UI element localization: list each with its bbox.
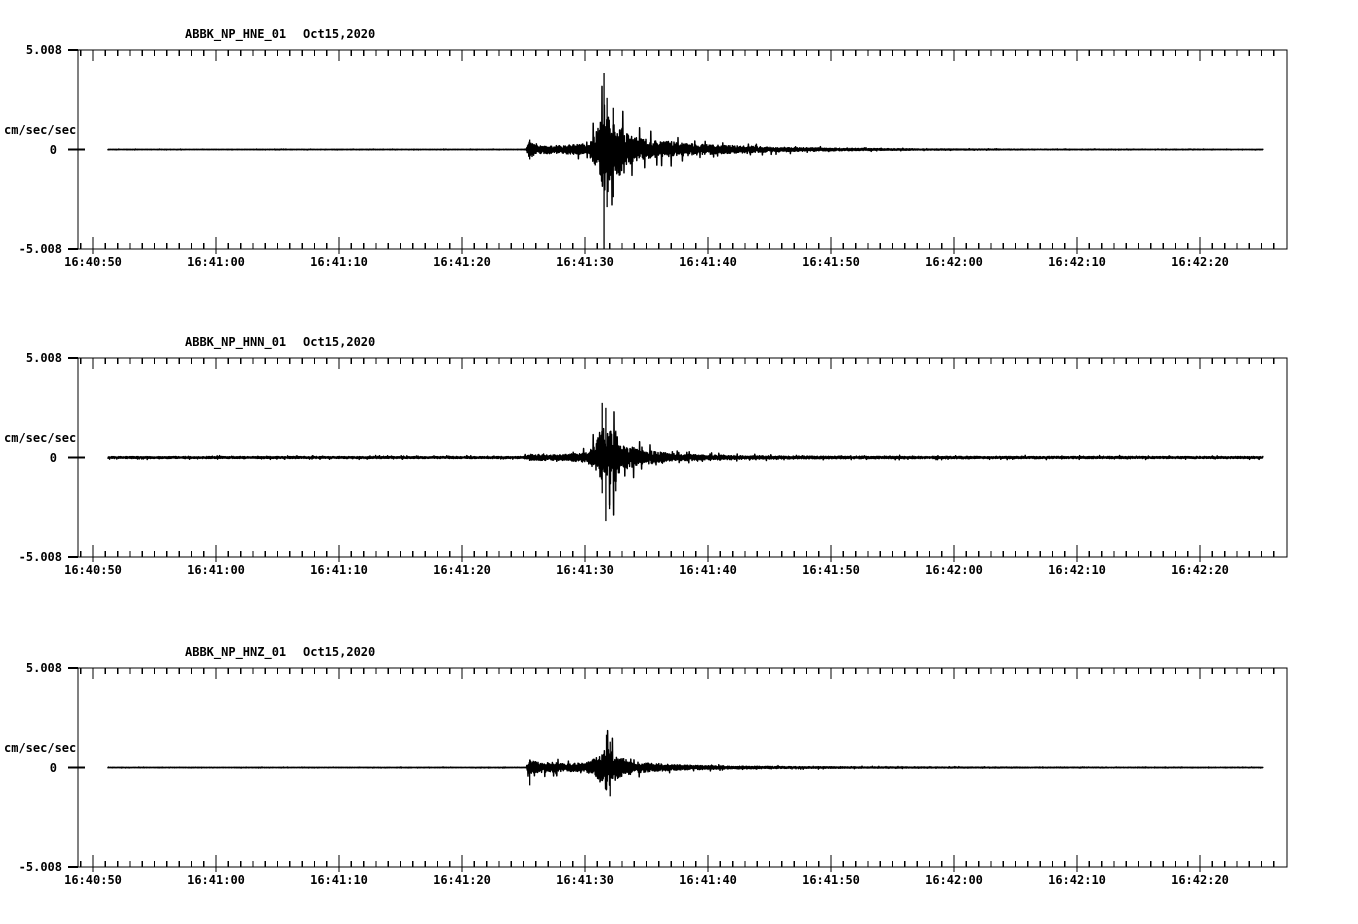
- panel-title: ABBK_NP_HNE_01: [185, 27, 287, 41]
- x-tick-label: 16:41:50: [802, 873, 860, 887]
- x-tick-label: 16:41:00: [187, 255, 245, 269]
- panel-date: Oct15,2020: [303, 645, 376, 659]
- x-tick-label: 16:41:40: [679, 563, 737, 577]
- x-tick-label: 16:42:10: [1048, 563, 1106, 577]
- x-tick-label: 16:41:10: [310, 873, 368, 887]
- x-tick-label: 16:40:50: [64, 563, 122, 577]
- x-tick-label: 16:42:10: [1048, 255, 1106, 269]
- y-axis-unit: cm/sec/sec: [4, 123, 77, 137]
- y-tick-max: 5.008: [25, 661, 62, 675]
- x-tick-label: 16:41:10: [310, 255, 368, 269]
- x-tick-label: 16:40:50: [64, 873, 122, 887]
- x-tick-label: 16:41:40: [679, 255, 737, 269]
- y-tick-zero: 0: [49, 761, 57, 775]
- x-tick-label: 16:41:30: [556, 255, 614, 269]
- y-tick-min: -5.008: [18, 242, 62, 256]
- x-tick-label: 16:42:00: [925, 255, 983, 269]
- y-tick-max: 5.008: [25, 43, 62, 57]
- x-tick-label: 16:41:40: [679, 873, 737, 887]
- panel-date: Oct15,2020: [303, 27, 376, 41]
- seismogram-panel-hnn: ABBK_NP_HNN_01 Oct15,2020 5.008 cm/sec/s…: [0, 308, 1358, 616]
- y-tick-min: -5.008: [18, 860, 62, 874]
- x-tick-label: 16:41:00: [187, 873, 245, 887]
- waveform-plot-hnz: [68, 667, 1288, 872]
- x-tick-label: 16:41:10: [310, 563, 368, 577]
- waveform-plot-hnn: [68, 357, 1288, 562]
- panel-title: ABBK_NP_HNZ_01: [185, 645, 287, 659]
- x-tick-label: 16:41:20: [433, 563, 491, 577]
- y-axis-unit: cm/sec/sec: [4, 741, 77, 755]
- x-tick-label: 16:41:00: [187, 563, 245, 577]
- x-tick-label: 16:41:50: [802, 255, 860, 269]
- y-axis-unit: cm/sec/sec: [4, 431, 77, 445]
- y-tick-min: -5.008: [18, 550, 62, 564]
- seismogram-panel-hnz: ABBK_NP_HNZ_01 Oct15,2020 5.008 cm/sec/s…: [0, 618, 1358, 924]
- waveform-plot-hne: [68, 49, 1288, 254]
- x-tick-label: 16:41:30: [556, 563, 614, 577]
- y-tick-max: 5.008: [25, 351, 62, 365]
- panel-date: Oct15,2020: [303, 335, 376, 349]
- x-tick-label: 16:41:20: [433, 255, 491, 269]
- y-tick-zero: 0: [49, 451, 57, 465]
- x-tick-label: 16:42:00: [925, 563, 983, 577]
- x-tick-label: 16:42:10: [1048, 873, 1106, 887]
- x-tick-label: 16:42:00: [925, 873, 983, 887]
- panel-title: ABBK_NP_HNN_01: [185, 335, 287, 349]
- x-tick-label: 16:42:20: [1171, 563, 1229, 577]
- seismogram-panel-hne: ABBK_NP_HNE_01 Oct15,2020 5.008 cm/sec/s…: [0, 0, 1358, 308]
- x-tick-label: 16:42:20: [1171, 873, 1229, 887]
- x-tick-label: 16:41:20: [433, 873, 491, 887]
- x-tick-label: 16:42:20: [1171, 255, 1229, 269]
- x-tick-label: 16:40:50: [64, 255, 122, 269]
- x-tick-label: 16:41:50: [802, 563, 860, 577]
- x-tick-label: 16:41:30: [556, 873, 614, 887]
- y-tick-zero: 0: [49, 143, 57, 157]
